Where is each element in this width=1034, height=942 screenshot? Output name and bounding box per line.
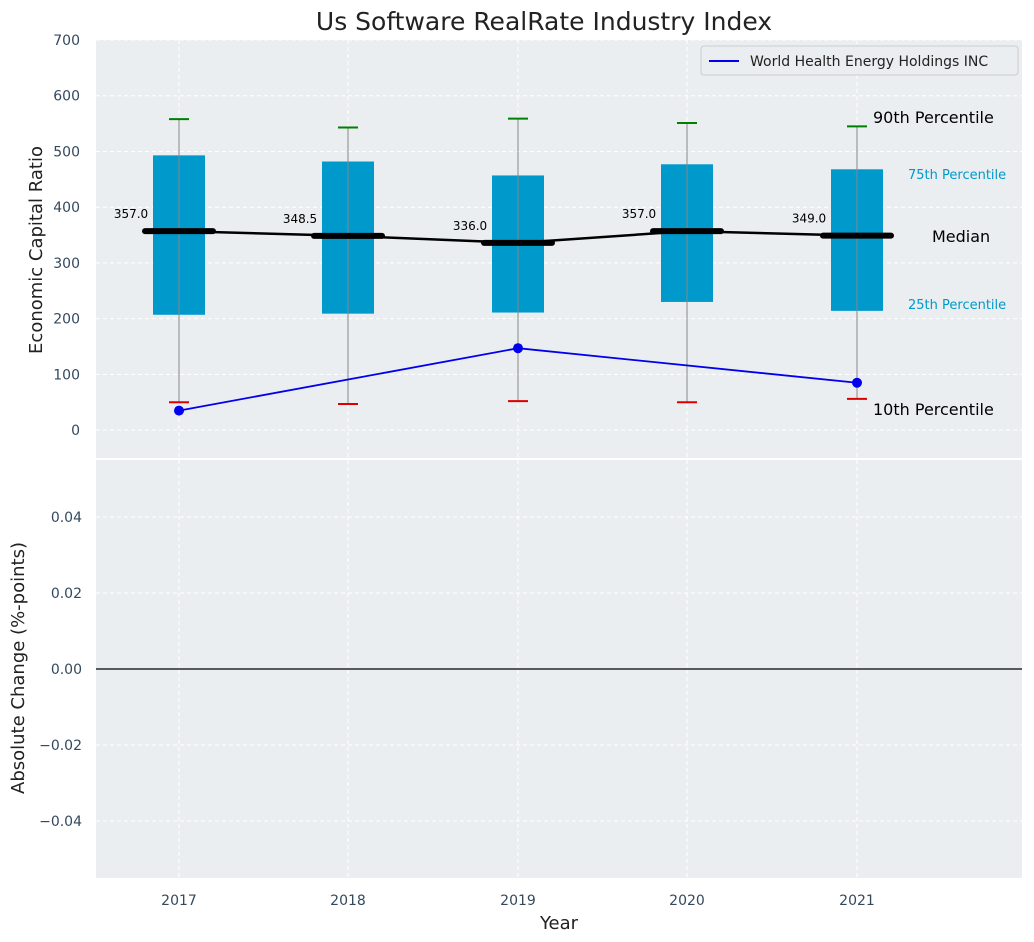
y-tick-label: 500 — [53, 144, 80, 160]
company-point — [174, 405, 184, 416]
p90-annotation: 90th Percentile — [873, 108, 994, 127]
median-value-label: 357.0 — [622, 207, 656, 221]
y-tick-label: 600 — [53, 89, 80, 105]
x-tick-label: 2017 — [161, 893, 197, 909]
median-value-label: 349.0 — [792, 212, 826, 226]
top-y-axis-label: Economic Capital Ratio — [26, 146, 47, 354]
p75-annotation: 75th Percentile — [908, 168, 1006, 183]
x-tick-label: 2018 — [330, 893, 366, 909]
y-tick-label: 0 — [71, 423, 80, 439]
y-tick-label: 300 — [53, 256, 80, 272]
bottom-y-axis-label: Absolute Change (%-points) — [8, 542, 29, 794]
y-tick-label: 0.02 — [51, 586, 82, 602]
median-value-label: 336.0 — [453, 219, 487, 233]
x-tick-label: 2020 — [669, 893, 705, 909]
y-tick-label: 0.04 — [51, 510, 82, 526]
median-value-label: 348.5 — [283, 212, 317, 226]
x-axis-label: Year — [539, 913, 579, 934]
y-tick-label: 200 — [53, 312, 80, 328]
p25-annotation: 25th Percentile — [908, 298, 1006, 313]
company-point — [852, 377, 862, 388]
y-tick-label: 100 — [53, 367, 80, 383]
series-layer: 357.0 348.5 336.0 357.0 349.0 — [114, 207, 894, 416]
p10-annotation: 10th Percentile — [873, 400, 994, 419]
y-tick-label: −0.02 — [39, 738, 82, 754]
tick-labels: 0 100 200 300 400 500 600 700 −0.04 −0.02 0.00 0.02… — [39, 33, 875, 909]
legend: World Health Energy Holdings INC — [700, 45, 1019, 76]
company-point — [513, 343, 523, 354]
y-tick-label: 700 — [53, 33, 80, 49]
grid-lines — [96, 39, 1022, 878]
x-tick-label: 2021 — [839, 893, 875, 909]
median-value-label: 357.0 — [114, 207, 148, 221]
x-tick-label: 2019 — [500, 893, 536, 909]
y-tick-label: 400 — [53, 200, 80, 216]
y-tick-label: 0.00 — [51, 662, 82, 678]
legend-entry: World Health Energy Holdings INC — [750, 54, 988, 70]
y-tick-label: −0.04 — [39, 814, 82, 830]
top-plot-area — [96, 40, 1022, 458]
chart-title: Us Software RealRate Industry Index — [316, 7, 772, 36]
median-annotation: Median — [932, 227, 990, 246]
